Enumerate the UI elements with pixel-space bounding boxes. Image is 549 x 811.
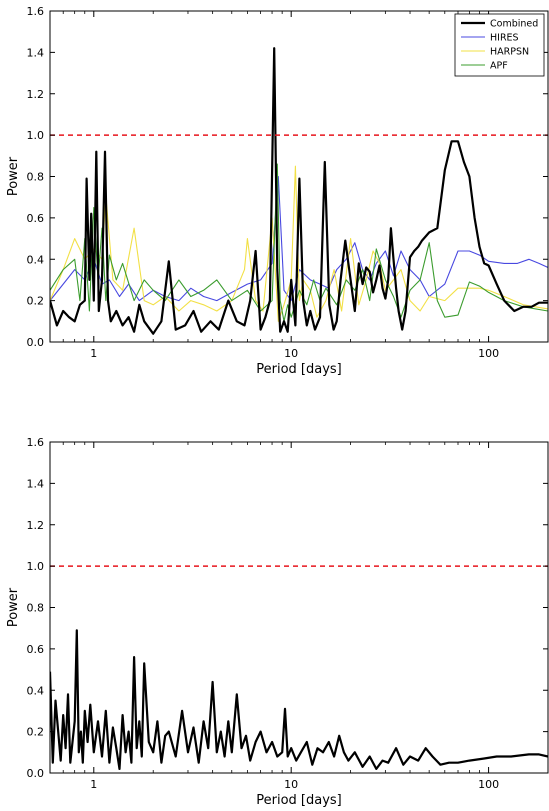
y-tick-label: 0.4: [27, 684, 45, 697]
legend-label-harpsn: HARPSN: [490, 47, 529, 58]
top-periodogram-panel: 0.0 0.2 0.4 0.6 0.8 1.0 1.2 1.4 1.6 1 10 100 Period …: [6, 5, 549, 377]
x-tick-label: 100: [478, 347, 499, 360]
y-tick-label: 0.8: [27, 602, 45, 615]
legend: Combined HIRES HARPSN APF: [454, 13, 545, 77]
y-axis-label: Power: [6, 587, 21, 627]
y-tick-label: 0.6: [27, 643, 45, 656]
y-tick-label: 1.0: [27, 560, 45, 573]
plot-frame: [49, 441, 549, 774]
x-axis-label: Period [days]: [256, 793, 342, 808]
y-tick-label: 1.6: [27, 5, 45, 18]
legend-label-hires: HIRES: [490, 33, 519, 44]
y-tick-label: 0.2: [27, 726, 45, 739]
y-tick-label: 0.8: [27, 171, 45, 184]
legend-label-apf: APF: [490, 61, 508, 72]
x-tick-label: 10: [284, 347, 298, 360]
y-axis-label: Power: [6, 156, 21, 196]
x-tick-label: 1: [90, 778, 97, 791]
x-tick-label: 100: [478, 778, 499, 791]
bottom-periodogram-panel: 0.0 0.2 0.4 0.6 0.8 1.0 1.2 1.4 1.6 1 10 100 Period …: [6, 436, 549, 808]
y-tick-label: 0.0: [27, 336, 45, 349]
x-axis-label: Period [days]: [256, 362, 342, 377]
series-line-apf: [50, 163, 548, 322]
y-tick-label: 1.2: [27, 519, 45, 532]
x-tick-label: 1: [90, 347, 97, 360]
series-line-combined: [50, 47, 548, 335]
series-line: [50, 629, 548, 771]
legend-box: [454, 13, 545, 77]
series-line-harpsn: [50, 165, 548, 322]
y-tick-label: 1.4: [27, 46, 45, 59]
y-tick-label: 0.2: [27, 295, 45, 308]
x-tick-label: 10: [284, 778, 298, 791]
legend-label-combined: Combined: [490, 19, 538, 30]
y-tick-label: 0.4: [27, 253, 45, 266]
y-tick-label: 0.0: [27, 767, 45, 780]
y-tick-label: 0.6: [27, 212, 45, 225]
y-tick-label: 1.6: [27, 436, 45, 449]
y-tick-label: 1.4: [27, 477, 45, 490]
y-tick-label: 1.0: [27, 129, 45, 142]
y-tick-label: 1.2: [27, 88, 45, 101]
